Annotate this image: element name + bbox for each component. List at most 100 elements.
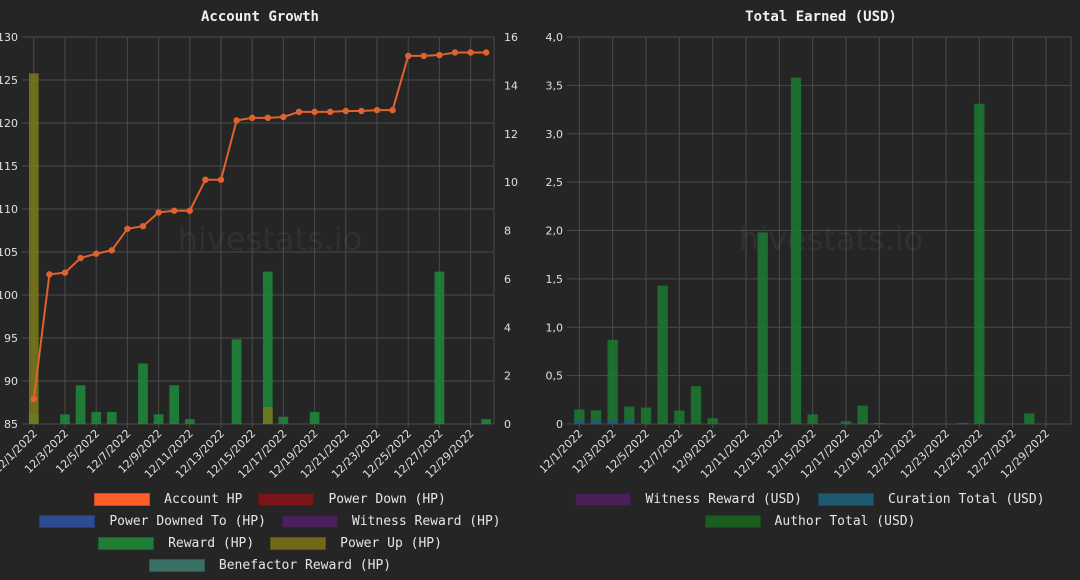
legend-item[interactable]: Power Downed To (HP): [39, 514, 266, 529]
bar: [757, 232, 768, 424]
legend-swatch: [94, 492, 151, 506]
line-point: [451, 49, 459, 56]
legend-label: Curation Total (USD): [888, 491, 1045, 507]
bar: [1024, 413, 1035, 424]
bar: [674, 410, 685, 424]
legend-item[interactable]: Reward (HP): [98, 536, 254, 551]
y-right-tick-label: 8: [504, 225, 511, 238]
line-point: [217, 176, 225, 183]
bar: [75, 385, 86, 424]
legend-label: Power Down (HP): [328, 491, 446, 507]
y-tick-label: 95: [4, 332, 18, 345]
account-growth-chart: Account Growth85909510010511011512012513…: [0, 9, 518, 481]
legend-swatch: [704, 514, 761, 528]
legend-swatch: [270, 536, 327, 550]
bar: [807, 414, 818, 424]
legend-row: Benefactor Reward (HP): [0, 554, 540, 576]
bar: [974, 103, 985, 424]
bar: [590, 419, 602, 424]
bar: [262, 271, 273, 424]
line-point: [342, 107, 349, 115]
y-tick-label: 115: [0, 160, 18, 173]
legend-row: Witness Reward (USD) Curation Total (USD): [540, 488, 1080, 510]
y-tick-label: 105: [0, 246, 18, 259]
bar: [590, 410, 602, 424]
bar: [278, 416, 289, 424]
line-point: [483, 49, 490, 56]
chart-title: Total Earned (USD): [745, 9, 897, 25]
bar: [690, 386, 702, 424]
y-tick-label: 3,0: [546, 128, 564, 141]
bar: [481, 419, 492, 424]
legend-swatch: [39, 514, 96, 528]
legend-swatch: [148, 558, 205, 572]
line-point: [467, 49, 474, 56]
line-point: [327, 108, 334, 116]
legend-swatch: [258, 492, 315, 506]
bar: [91, 411, 102, 424]
line-point: [295, 108, 303, 116]
account-growth-panel: Account Growth 85 90 95 100 105 110 115 120 125 13…: [0, 9, 540, 576]
bar: [60, 414, 70, 424]
y-right-tick-label: 4: [504, 321, 511, 334]
y-tick-label: 125: [0, 74, 18, 87]
bar: [138, 363, 148, 424]
bar: [640, 407, 652, 424]
total-earned-panel: Total Earned (USD) 0 0,5 1,0 1,5 2,0 2,5 3,0 3,5…: [536, 0, 1080, 580]
legend-item[interactable]: Witness Reward (HP): [281, 513, 501, 529]
y-tick-label: 90: [4, 375, 18, 388]
y-tick-label: 1,0: [546, 321, 564, 334]
legend-swatch: [818, 492, 874, 506]
watermark: hivestats.io: [739, 220, 923, 258]
bar: [607, 419, 618, 424]
line-point: [46, 271, 53, 278]
y-tick-label: 2,0: [546, 225, 564, 238]
line-point: [420, 52, 427, 60]
total-earned-chart: Total Earned (USD) 0 0,5 1,0 1,5 2,0 2,5 3,0 3,5…: [536, 9, 1072, 481]
legend-item[interactable]: Account HP: [94, 492, 242, 507]
legend-row: Author Total (USD): [540, 510, 1080, 532]
y-right-tick-label: 0: [504, 418, 511, 431]
y-right-tick-label: 10: [504, 176, 518, 189]
legend-row: Power Downed To (HP) Witness Reward (HP): [0, 510, 540, 532]
legend-item[interactable]: Curation Total (USD): [818, 492, 1045, 507]
legend-swatch: [98, 536, 155, 550]
legend-item[interactable]: Power Down (HP): [258, 491, 446, 507]
bar: [790, 77, 802, 424]
y-tick-label: 85: [4, 418, 18, 431]
legend-item[interactable]: Author Total (USD): [704, 514, 915, 529]
line-point: [202, 176, 209, 183]
legend-label: Witness Reward (HP): [351, 513, 501, 529]
legend-item[interactable]: Benefactor Reward (HP): [148, 557, 392, 573]
bar: [434, 271, 445, 424]
y-tick-label: 3,5: [546, 79, 564, 92]
line-point: [186, 207, 193, 214]
line-point: [373, 106, 381, 114]
y-right-tick-label: 2: [504, 370, 511, 383]
legend-label: Reward (HP): [168, 535, 255, 551]
y-tick-label: 4,0: [546, 31, 564, 44]
y-right-tick-label: 16: [504, 31, 518, 44]
y-right-tick-label: 6: [504, 273, 511, 286]
legend-label: Power Up (HP): [340, 535, 442, 551]
legend-item[interactable]: Power Up (HP): [270, 536, 442, 551]
bar: [231, 339, 242, 424]
bar: [574, 419, 585, 424]
bar: [574, 409, 585, 424]
bar: [874, 423, 885, 424]
y-tick-label: 0: [556, 418, 563, 431]
y-tick-label: 1,5: [546, 273, 564, 286]
legend-swatch: [575, 492, 632, 506]
y-tick-label: 0,5: [546, 370, 564, 383]
y-tick-label: 100: [0, 289, 18, 302]
legend-label: Benefactor Reward (HP): [218, 557, 392, 573]
total-earned-legend: Witness Reward (USD) Curation Total (USD)…: [540, 488, 1080, 532]
legend-item[interactable]: Witness Reward (USD): [575, 492, 802, 507]
line-point: [280, 113, 287, 121]
bar: [707, 418, 718, 424]
line-point: [61, 269, 69, 276]
bar: [106, 411, 117, 424]
line-point: [358, 107, 365, 115]
line-point: [311, 108, 318, 116]
legend-swatch: [281, 514, 338, 528]
